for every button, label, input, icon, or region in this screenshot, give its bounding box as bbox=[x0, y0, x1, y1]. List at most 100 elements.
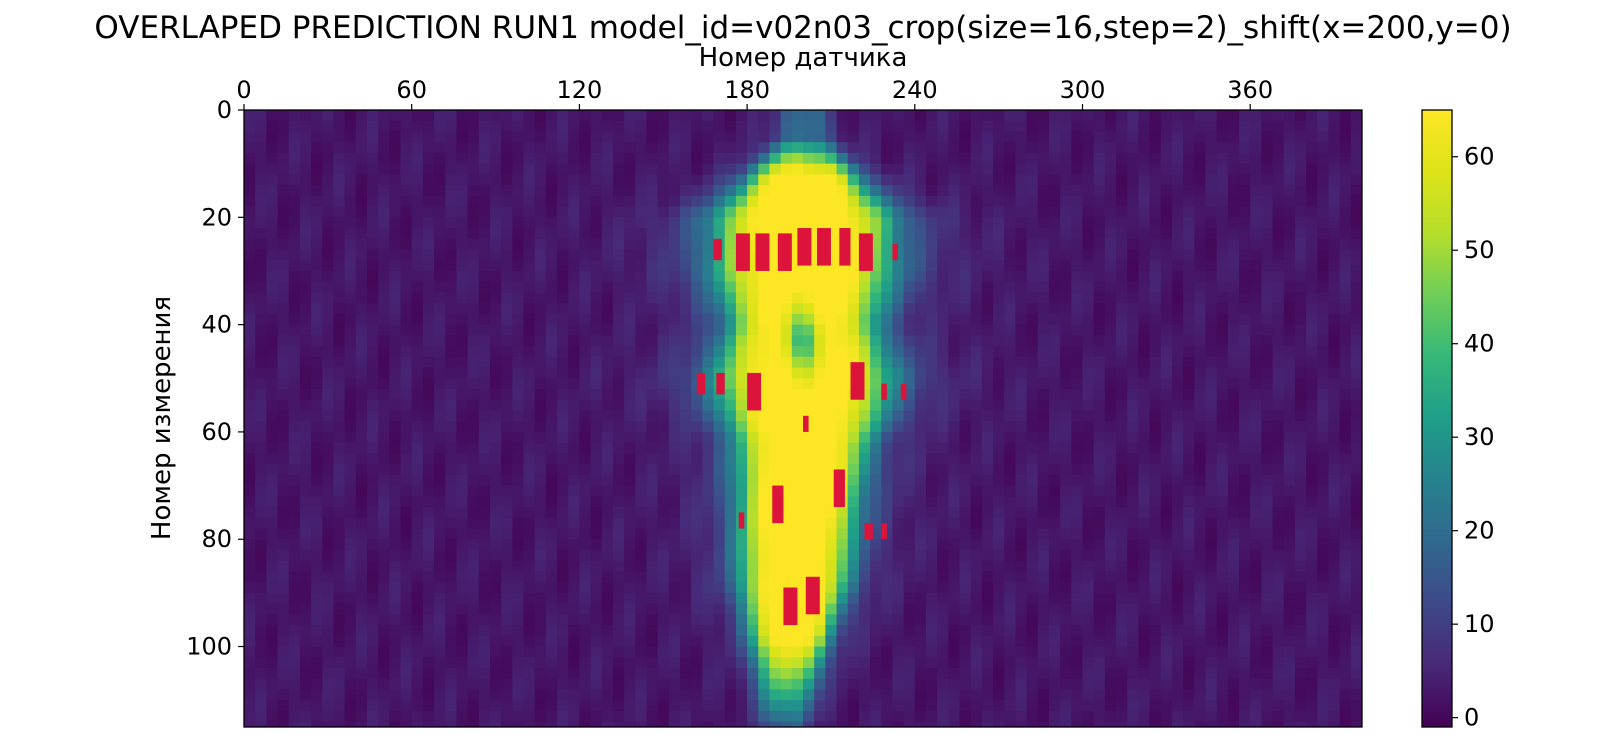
heatmap-cell bbox=[993, 453, 1005, 465]
heatmap-cell bbox=[1071, 152, 1084, 165]
heatmap-cell bbox=[1026, 174, 1039, 186]
heatmap-cell bbox=[1339, 335, 1352, 347]
heatmap-cell bbox=[713, 120, 726, 133]
heatmap-cell bbox=[937, 410, 949, 422]
heatmap-cell bbox=[534, 152, 547, 165]
heatmap-cell bbox=[803, 313, 815, 326]
heatmap-cell bbox=[1015, 549, 1028, 562]
heatmap-cell bbox=[1071, 474, 1084, 487]
heatmap-cell bbox=[959, 388, 972, 401]
heatmap-cell bbox=[680, 142, 692, 154]
heatmap-cell bbox=[970, 625, 983, 637]
heatmap-cell bbox=[747, 228, 759, 240]
heatmap-cell bbox=[1160, 367, 1173, 379]
heatmap-cell bbox=[657, 635, 670, 648]
heatmap-cell bbox=[523, 152, 536, 165]
heatmap-cell bbox=[389, 152, 402, 165]
heatmap-cell bbox=[590, 507, 603, 519]
heatmap-cell bbox=[970, 431, 983, 444]
heatmap-cell bbox=[344, 464, 357, 476]
heatmap-cell bbox=[612, 614, 625, 626]
heatmap-cell bbox=[378, 120, 390, 133]
heatmap-cell bbox=[925, 421, 938, 433]
heatmap-cell bbox=[657, 464, 670, 476]
heatmap-cell bbox=[1272, 592, 1285, 605]
heatmap-cell bbox=[948, 507, 961, 519]
heatmap-cell bbox=[1183, 635, 1195, 648]
heatmap-cell bbox=[914, 249, 927, 261]
heatmap-cell bbox=[680, 388, 692, 401]
heatmap-cell bbox=[847, 260, 860, 272]
heatmap-cell bbox=[870, 549, 882, 562]
heatmap-cell bbox=[434, 528, 446, 540]
heatmap-cell bbox=[389, 410, 402, 422]
heatmap-cell bbox=[713, 356, 726, 369]
heatmap-cell bbox=[657, 206, 670, 218]
heatmap-cell bbox=[389, 614, 402, 626]
heatmap-cell bbox=[445, 582, 458, 594]
heatmap-cell bbox=[545, 560, 558, 573]
heatmap-cell bbox=[244, 324, 256, 336]
heatmap-cell bbox=[590, 474, 603, 487]
heatmap-cell bbox=[791, 453, 804, 465]
heatmap-cell bbox=[434, 378, 446, 390]
heatmap-cell bbox=[1227, 582, 1240, 594]
heatmap-cell bbox=[780, 335, 793, 347]
heatmap-cell bbox=[1194, 260, 1207, 272]
heatmap-cell bbox=[378, 206, 390, 218]
heatmap-cell bbox=[1317, 485, 1330, 497]
heatmap-cell bbox=[311, 120, 323, 133]
heatmap-cell bbox=[266, 110, 279, 122]
heatmap-cell bbox=[1183, 560, 1195, 573]
heatmap-cell bbox=[1160, 120, 1173, 133]
heatmap-cell bbox=[646, 410, 659, 422]
heatmap-cell bbox=[534, 442, 547, 454]
heatmap-cell bbox=[892, 120, 905, 133]
heatmap-cell bbox=[355, 163, 368, 175]
heatmap-cell bbox=[1183, 313, 1195, 326]
heatmap-cell bbox=[322, 356, 335, 369]
heatmap-cell bbox=[299, 388, 312, 401]
heatmap-cell bbox=[847, 421, 860, 433]
heatmap-cell bbox=[1317, 260, 1330, 272]
heatmap-cell bbox=[534, 356, 547, 369]
heatmap-cell bbox=[1239, 549, 1251, 562]
heatmap-cell bbox=[1015, 174, 1028, 186]
heatmap-cell bbox=[523, 238, 536, 251]
heatmap-cell bbox=[635, 281, 648, 294]
heatmap-cell bbox=[1283, 292, 1296, 304]
heatmap-cell bbox=[758, 174, 771, 186]
heatmap-cell bbox=[1138, 195, 1151, 208]
heatmap-cell bbox=[255, 195, 267, 208]
heatmap-cell bbox=[735, 592, 748, 605]
heatmap-cell bbox=[1071, 346, 1084, 358]
heatmap-cell bbox=[1216, 431, 1229, 444]
heatmap-cell bbox=[735, 281, 748, 294]
heatmap-cell bbox=[724, 464, 737, 476]
heatmap-cell bbox=[333, 228, 346, 240]
heatmap-cell bbox=[1317, 367, 1330, 379]
heatmap-cell bbox=[1272, 399, 1285, 412]
heatmap-cell bbox=[478, 560, 491, 573]
heatmap-cell bbox=[870, 238, 882, 251]
heatmap-cell bbox=[489, 152, 502, 165]
heatmap-cell bbox=[881, 174, 894, 186]
heatmap-cell bbox=[646, 356, 659, 369]
heatmap-cell bbox=[266, 582, 279, 594]
heatmap-cell bbox=[333, 431, 346, 444]
heatmap-cell bbox=[1015, 110, 1028, 122]
heatmap-cell bbox=[579, 195, 592, 208]
heatmap-cell bbox=[1306, 346, 1318, 358]
heatmap-cell bbox=[1149, 485, 1162, 497]
heatmap-cell bbox=[266, 528, 279, 540]
heatmap-cell bbox=[601, 206, 614, 218]
heatmap-cell bbox=[1004, 260, 1017, 272]
heatmap-cell bbox=[847, 464, 860, 476]
heatmap-cell bbox=[512, 120, 525, 133]
heatmap-cell bbox=[512, 281, 525, 294]
heatmap-cell bbox=[1294, 582, 1307, 594]
heatmap-cell bbox=[489, 539, 502, 551]
heatmap-cell bbox=[277, 625, 290, 637]
heatmap-cell bbox=[948, 270, 961, 283]
heatmap-cell bbox=[612, 507, 625, 519]
